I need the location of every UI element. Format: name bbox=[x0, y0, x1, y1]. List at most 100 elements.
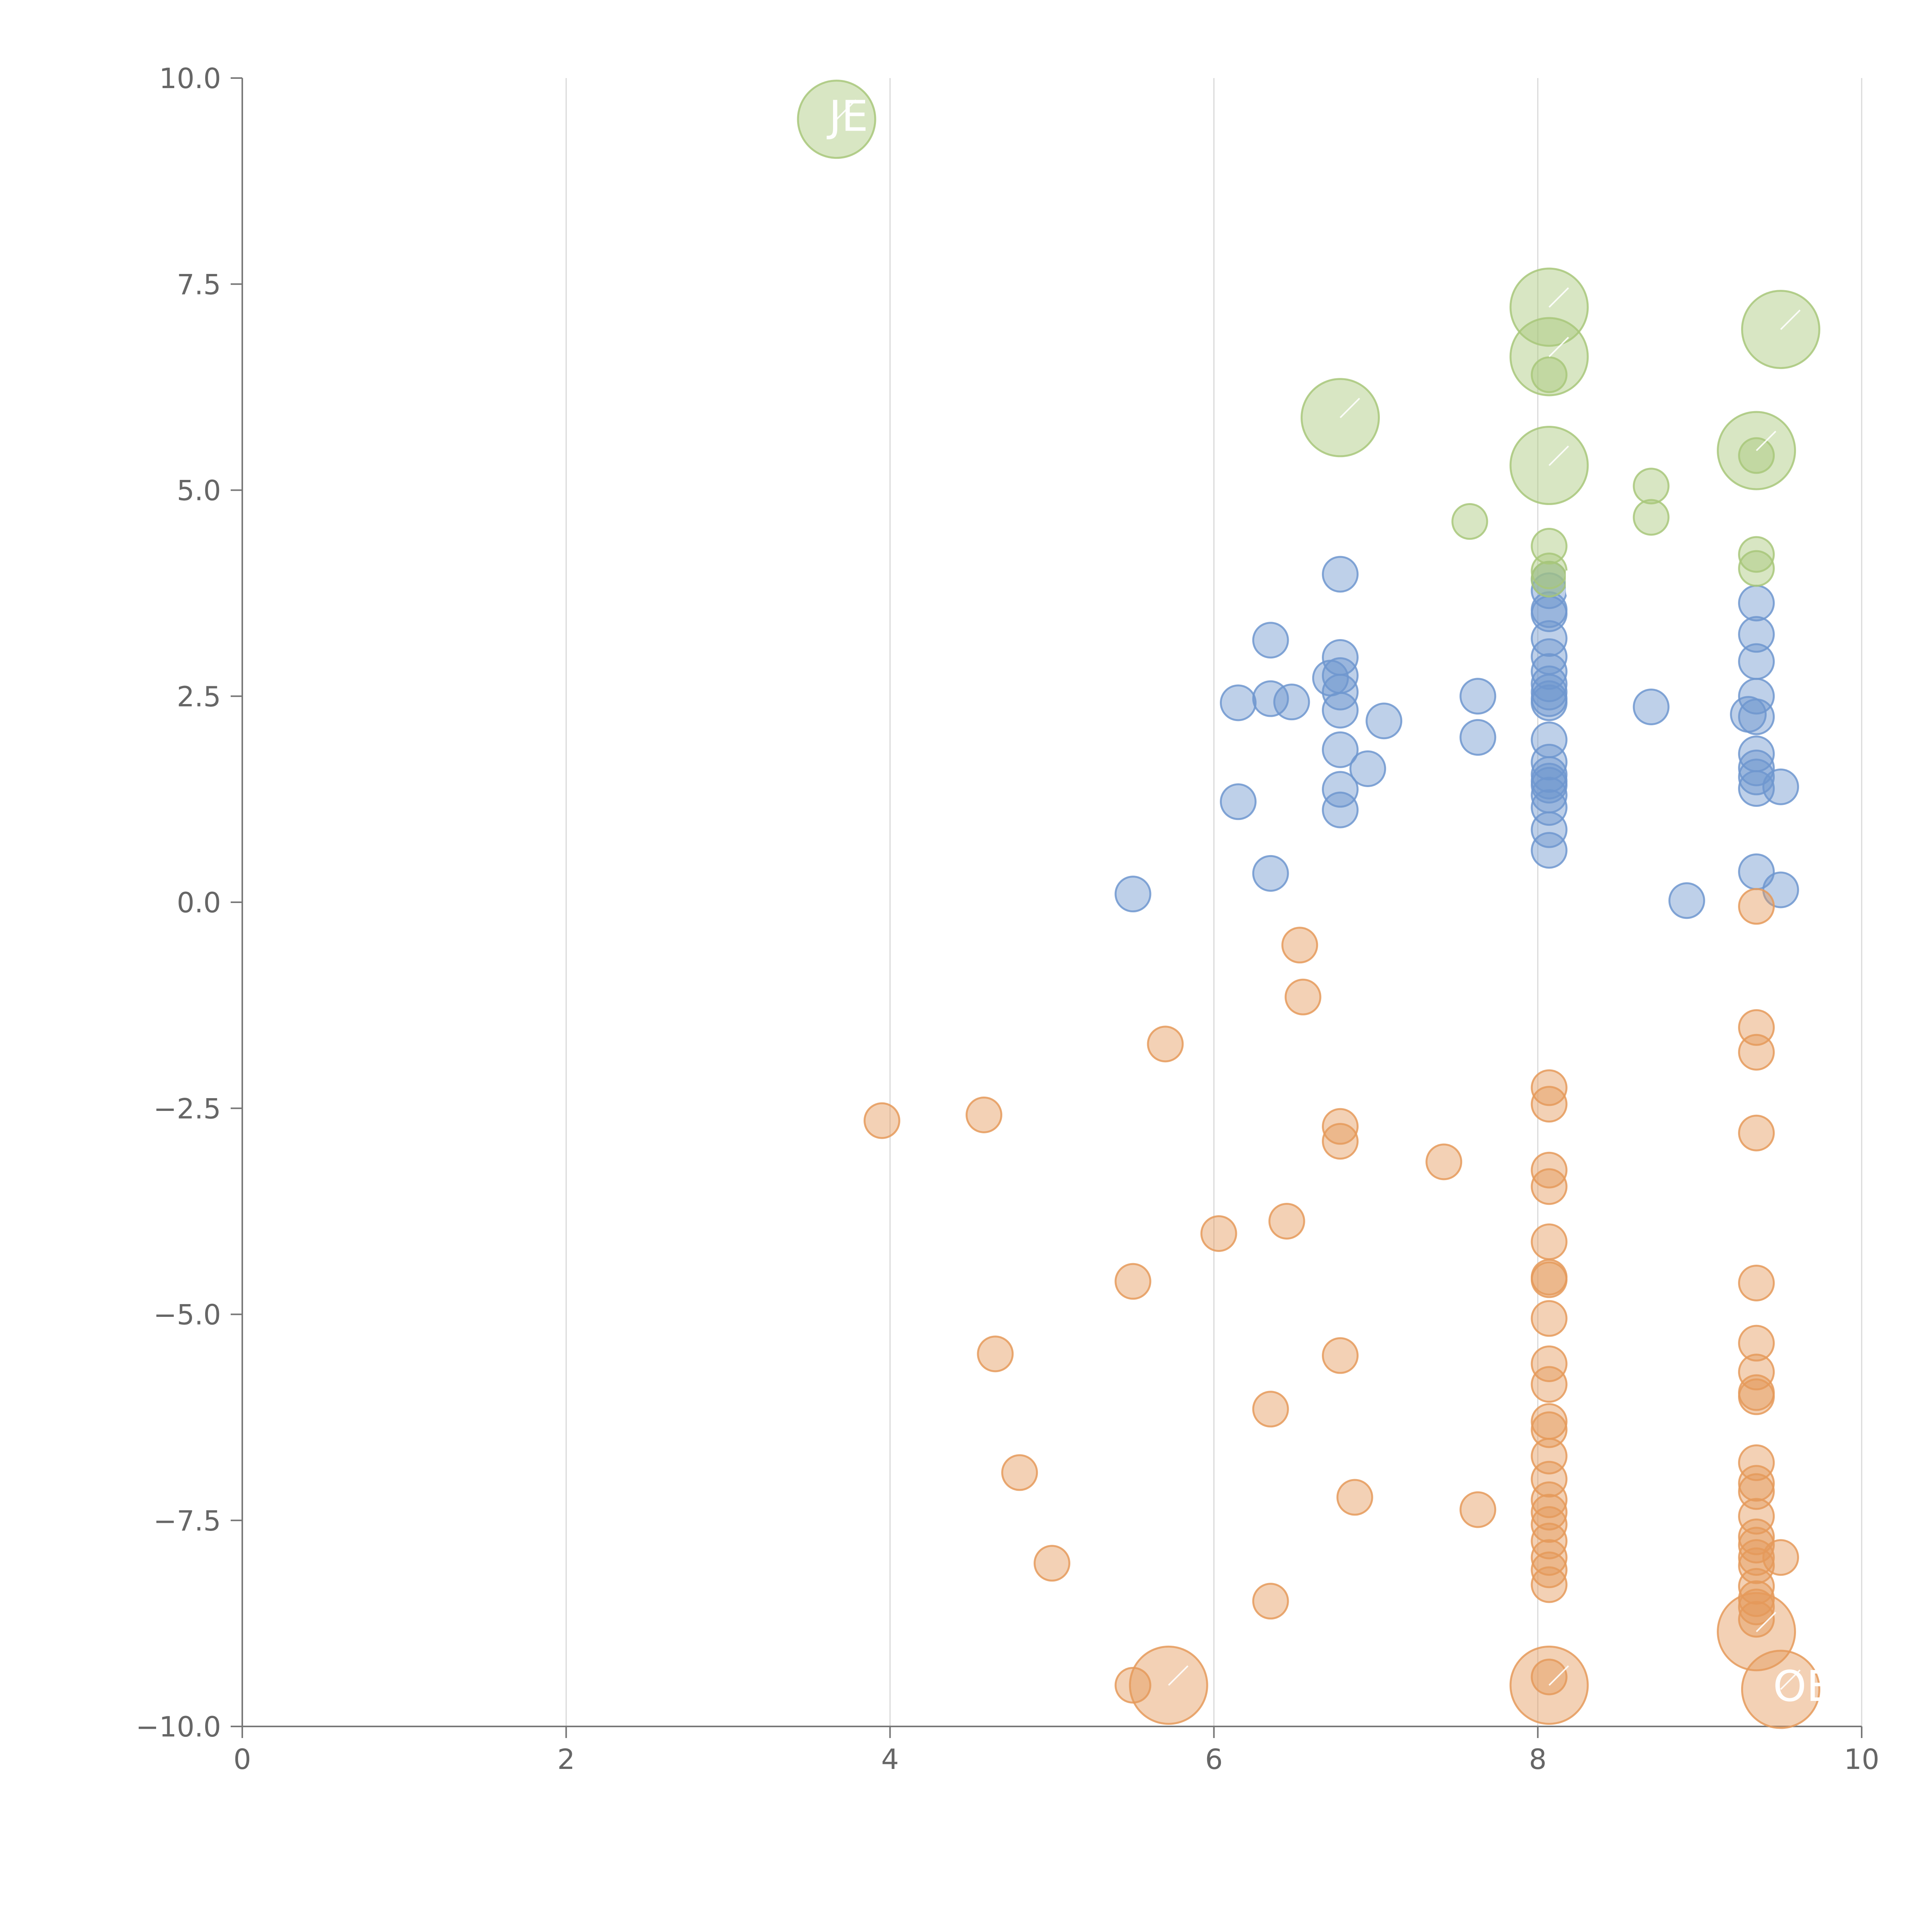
data-point bbox=[1738, 536, 1775, 573]
label-leader-line bbox=[1548, 1665, 1569, 1686]
data-point bbox=[1738, 1568, 1775, 1605]
large-data-point bbox=[1509, 1645, 1589, 1725]
data-point bbox=[1738, 1444, 1775, 1481]
data-point bbox=[1219, 684, 1257, 721]
data-point bbox=[1633, 688, 1670, 725]
data-point bbox=[1531, 1300, 1568, 1337]
label-leader-line bbox=[1780, 310, 1801, 330]
data-point bbox=[1668, 882, 1705, 919]
y-tick-label: −5.0 bbox=[153, 1299, 221, 1331]
data-point bbox=[1321, 1123, 1359, 1160]
data-point bbox=[1268, 1202, 1305, 1240]
data-point bbox=[1738, 585, 1775, 622]
data-point bbox=[1633, 468, 1670, 505]
data-point bbox=[1531, 1223, 1568, 1260]
data-point bbox=[1738, 888, 1775, 925]
data-point bbox=[1738, 1325, 1775, 1362]
data-point bbox=[1459, 678, 1497, 715]
data-point bbox=[1252, 622, 1289, 659]
y-tick-label: −7.5 bbox=[153, 1505, 221, 1537]
data-point bbox=[1531, 561, 1568, 598]
data-point bbox=[1451, 503, 1488, 540]
data-point bbox=[1531, 767, 1568, 804]
x-tick-label: 0 bbox=[233, 1743, 251, 1776]
data-point bbox=[1114, 876, 1151, 913]
data-point bbox=[1349, 750, 1386, 787]
data-point bbox=[1738, 749, 1775, 786]
label-leader-line bbox=[1780, 1669, 1801, 1690]
data-point bbox=[1531, 1261, 1568, 1298]
label-leader-line bbox=[1756, 1612, 1776, 1633]
data-point bbox=[1284, 978, 1321, 1015]
data-point bbox=[1738, 437, 1775, 474]
x-tick-label: 4 bbox=[881, 1743, 899, 1776]
label-leader-line bbox=[836, 99, 857, 120]
data-point bbox=[1281, 927, 1318, 964]
data-point bbox=[1531, 356, 1568, 393]
y-tick-label: −10.0 bbox=[136, 1711, 221, 1743]
data-point bbox=[1336, 1479, 1373, 1516]
data-point bbox=[1531, 1168, 1568, 1205]
data-point bbox=[1321, 791, 1359, 828]
data-point bbox=[1762, 768, 1799, 805]
large-data-point bbox=[1509, 426, 1589, 505]
data-point bbox=[1738, 678, 1775, 715]
data-points bbox=[797, 80, 1820, 1729]
data-point bbox=[1531, 1366, 1568, 1403]
y-tick-label: 0.0 bbox=[177, 886, 221, 919]
data-point bbox=[965, 1096, 1002, 1133]
data-point bbox=[1321, 1337, 1359, 1374]
data-point bbox=[1738, 1527, 1775, 1564]
data-point bbox=[1531, 1539, 1568, 1576]
data-point bbox=[863, 1102, 900, 1139]
grid-lines bbox=[565, 78, 1862, 1726]
data-point bbox=[1001, 1454, 1038, 1491]
x-tick-label: 10 bbox=[1844, 1743, 1879, 1776]
data-point bbox=[1366, 702, 1403, 740]
data-point bbox=[1531, 789, 1568, 826]
data-point bbox=[1730, 696, 1767, 733]
data-point bbox=[1531, 1493, 1568, 1531]
data-point bbox=[1738, 1498, 1775, 1535]
data-point bbox=[1531, 1461, 1568, 1498]
data-point bbox=[1531, 1345, 1568, 1382]
data-point bbox=[1531, 811, 1568, 848]
data-point bbox=[1273, 684, 1310, 721]
data-point bbox=[1252, 855, 1289, 892]
data-point bbox=[1531, 684, 1568, 721]
data-point bbox=[1762, 1539, 1799, 1576]
data-point bbox=[1114, 1667, 1151, 1704]
x-tick-label: 2 bbox=[557, 1743, 575, 1776]
data-point bbox=[1738, 1264, 1775, 1301]
x-tick-label: 8 bbox=[1529, 1743, 1547, 1776]
data-point bbox=[1459, 719, 1497, 756]
data-point bbox=[1531, 653, 1568, 690]
data-point bbox=[1321, 556, 1359, 593]
data-point bbox=[1738, 1588, 1775, 1626]
label-leader-line bbox=[1548, 337, 1569, 357]
data-point bbox=[1531, 1551, 1568, 1588]
data-point bbox=[1738, 1601, 1775, 1638]
data-point bbox=[1738, 1378, 1775, 1415]
label-leader-line bbox=[1168, 1665, 1189, 1686]
data-point bbox=[1321, 731, 1359, 768]
data-point bbox=[1531, 665, 1568, 702]
data-point bbox=[1219, 783, 1257, 820]
data-point bbox=[1531, 1566, 1568, 1603]
data-point bbox=[1321, 1108, 1359, 1145]
y-tick-label: −2.5 bbox=[153, 1092, 221, 1125]
data-point bbox=[1200, 1215, 1237, 1252]
point-labels: JE OE U bbox=[827, 92, 1833, 1711]
data-point bbox=[1531, 1658, 1568, 1696]
data-point bbox=[1633, 499, 1670, 536]
data-point bbox=[1034, 1545, 1070, 1582]
label-leader-line bbox=[1756, 430, 1776, 451]
y-tick-label: 10.0 bbox=[159, 62, 221, 95]
point-label: OE bbox=[1773, 1662, 1833, 1711]
data-point bbox=[1321, 771, 1359, 808]
y-tick-label: 2.5 bbox=[177, 680, 221, 713]
label-leader-line bbox=[1548, 446, 1569, 466]
data-point bbox=[1321, 692, 1359, 729]
large-data-point bbox=[1509, 317, 1589, 396]
